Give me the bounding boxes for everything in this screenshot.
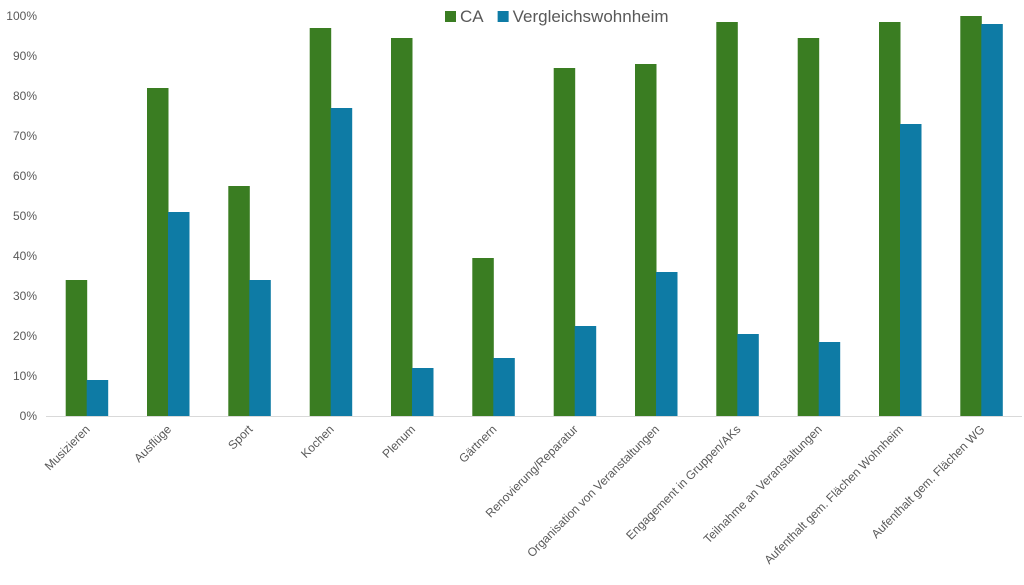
x-tick-label: Renovierung/Reparatur <box>483 422 581 520</box>
x-tick-label: Gärtnern <box>456 422 499 465</box>
y-tick-label: 90% <box>13 49 37 63</box>
x-axis-ticks: Musizieren Ausflüge Sport Kochen Plenum Gärtn… <box>42 422 988 567</box>
y-tick-label: 10% <box>13 369 37 383</box>
bars <box>65 16 1003 416</box>
y-tick-label: 50% <box>13 209 37 223</box>
bar-ca-8 <box>716 22 738 416</box>
x-tick-label: Plenum <box>379 422 418 461</box>
bar-ca-0 <box>65 280 88 416</box>
x-tick-label: Ausflüge <box>131 422 174 465</box>
bar-ca-11 <box>960 16 982 416</box>
x-tick-label: Organisation von Veranstaltungen <box>524 422 662 560</box>
bar-ca-2 <box>228 186 250 416</box>
bar-ca-7 <box>635 64 657 416</box>
y-tick-label: 80% <box>13 89 37 103</box>
x-tick-label: Sport <box>225 422 256 453</box>
bar-ca-6 <box>553 68 576 416</box>
legend: CA Vergleichswohnheim <box>445 7 669 26</box>
y-tick-label: 30% <box>13 289 37 303</box>
y-tick-label: 70% <box>13 129 37 143</box>
x-tick-label: Aufenthalt gem. Flächen Wohnheim <box>761 422 906 567</box>
legend-label: Vergleichswohnheim <box>513 7 669 26</box>
bar-vergleichswohnheim-9 <box>818 342 841 416</box>
y-axis-ticks: 0% 10% 20% 30% 40% 50% 60% 70% 80% 90% 100% <box>6 9 37 423</box>
bar-vergleichswohnheim-2 <box>249 280 271 416</box>
bar-vergleichswohnheim-1 <box>168 212 190 416</box>
bar-vergleichswohnheim-10 <box>900 124 922 416</box>
bar-ca-9 <box>797 38 820 416</box>
bar-ca-1 <box>147 88 169 416</box>
bar-ca-10 <box>879 22 901 416</box>
legend-swatch <box>497 11 509 22</box>
bar-vergleichswohnheim-7 <box>656 272 678 416</box>
bar-ca-4 <box>391 38 413 416</box>
bar-vergleichswohnheim-0 <box>86 380 109 416</box>
y-tick-label: 60% <box>13 169 37 183</box>
x-tick-label: Musizieren <box>42 422 93 473</box>
bar-vergleichswohnheim-3 <box>330 108 353 416</box>
bar-vergleichswohnheim-6 <box>574 326 597 416</box>
bar-ca-3 <box>309 28 332 416</box>
y-tick-label: 0% <box>20 409 38 423</box>
bar-vergleichswohnheim-11 <box>981 24 1003 416</box>
y-tick-label: 100% <box>6 9 37 23</box>
y-tick-label: 20% <box>13 329 37 343</box>
bar-vergleichswohnheim-8 <box>737 334 759 416</box>
legend-label: CA <box>460 7 484 26</box>
legend-swatch <box>445 11 456 22</box>
x-tick-label: Kochen <box>298 422 337 461</box>
bar-ca-5 <box>472 258 494 416</box>
bar-vergleichswohnheim-4 <box>412 368 434 416</box>
y-tick-label: 40% <box>13 249 37 263</box>
bar-vergleichswohnheim-5 <box>493 358 515 416</box>
